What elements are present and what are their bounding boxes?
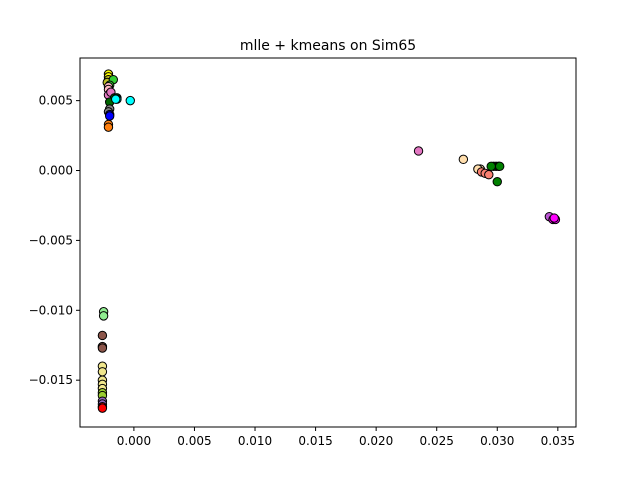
scatter-point-2-1 [97,367,108,377]
data-points [97,69,561,413]
scatter-point-15-2 [111,94,121,104]
y-tick-label-1: 0.000 [39,164,73,178]
scatter-point-21-2 [549,213,559,223]
x-tick-label-1: 0.005 [177,434,211,448]
scatter-point-18-2 [484,170,494,180]
scatter-point-1-2 [97,343,108,353]
scatter-point-0-1 [98,311,109,321]
scatter-point-19-4 [486,161,496,172]
x-axis-ticks: 0.000 0.005 0.010 0.015 0.020 0.025 0.030 0.035 [117,427,575,448]
scatter-point-10-1 [103,122,114,132]
scatter-point-15-0 [125,95,135,106]
x-tick-label-0: 0.000 [117,434,151,448]
y-tick-label-2: −0.005 [29,233,73,247]
y-axis-ticks: 0.005 0.000 −0.005 −0.010 −0.015 [29,94,80,387]
scatter-point-5-1 [97,403,108,413]
x-tick-label-7: 0.035 [541,434,575,448]
x-tick-label-6: 0.030 [480,434,514,448]
y-tick-label-4: −0.015 [29,373,73,387]
scatter-point-14-1 [104,111,115,121]
x-tick-label-5: 0.025 [420,434,454,448]
plot-area [80,58,576,427]
y-tick-label-0: 0.005 [39,94,73,108]
x-tick-label-2: 0.010 [238,434,272,448]
x-tick-label-3: 0.015 [298,434,332,448]
scatter-point-17-0 [458,154,469,165]
plot-frame [79,57,577,428]
chart-title: mlle + kmeans on Sim65 [240,38,416,54]
scatter-point-16-0 [413,146,424,156]
scatter-point-19-5 [492,177,502,187]
scatter-point-19-3 [494,161,505,172]
y-tick-label-3: −0.010 [29,303,73,317]
scatter-point-1-0 [97,330,108,341]
x-tick-label-4: 0.020 [359,434,393,448]
